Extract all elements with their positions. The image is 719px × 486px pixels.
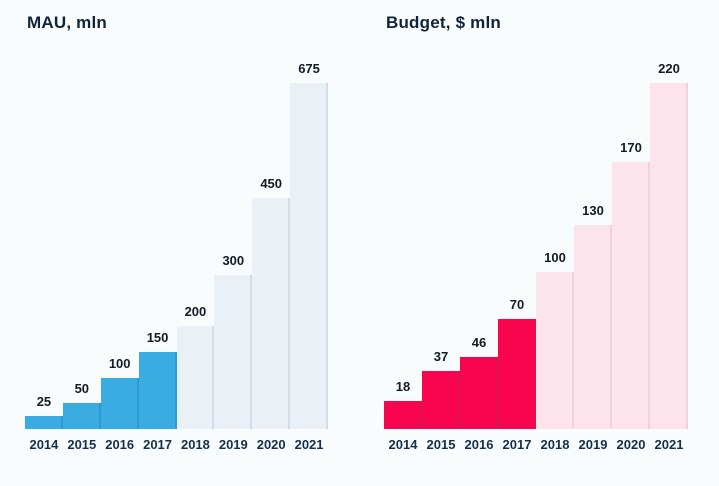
x-tick-2018: 2018 (180, 437, 210, 452)
bar-column-2019: 130 (574, 203, 612, 429)
bar-column-2019: 300 (214, 253, 253, 429)
value-label-2021: 220 (658, 61, 680, 76)
bar-forecast-2018 (176, 326, 215, 429)
x-tick-2014: 2014 (29, 437, 59, 452)
bar-column-2017: 150 (138, 330, 177, 429)
x-tick-2020: 2020 (256, 437, 286, 452)
bar-column-2016: 100 (100, 355, 139, 429)
x-tick-2017: 2017 (143, 437, 173, 452)
bar-actual-2016 (100, 377, 139, 429)
bar-forecast-2021 (290, 83, 328, 429)
x-tick-2020: 2020 (616, 437, 646, 452)
bar-column-2015: 37 (422, 349, 460, 429)
value-label-2020: 170 (620, 139, 642, 155)
budget-plot-area: 18 37 46 70 100 130 170 220 (384, 53, 688, 429)
x-tick-2016: 2016 (105, 437, 135, 452)
bar-column-2018: 100 (536, 250, 574, 429)
x-tick-2015: 2015 (426, 437, 456, 452)
bar-column-2016: 46 (460, 335, 498, 429)
bar-forecast-2020 (612, 161, 650, 429)
value-label-2019: 300 (222, 253, 245, 269)
value-label-2017: 150 (146, 330, 169, 346)
value-label-2021: 675 (298, 61, 320, 76)
bar-column-2021: 675 (290, 61, 328, 429)
x-tick-2019: 2019 (578, 437, 608, 452)
mau-chart: MAU, mln 25 50 100 150 200 300 450 675 2014 2015… (25, 0, 328, 486)
bar-column-2017: 70 (498, 297, 536, 429)
value-label-2016: 100 (108, 355, 131, 371)
bar-actual-2014 (384, 400, 422, 429)
mau-chart-title: MAU, mln (27, 13, 107, 32)
bar-column-2014: 18 (384, 379, 422, 429)
x-tick-2015: 2015 (67, 437, 97, 452)
x-tick-2021: 2021 (654, 437, 684, 452)
x-tick-2014: 2014 (388, 437, 418, 452)
bar-actual-2014 (25, 416, 63, 429)
value-label-2015: 50 (74, 381, 90, 397)
mau-x-axis: 2014 2015 2016 2017 2018 2019 2020 2021 (25, 437, 328, 453)
bar-actual-2016 (460, 356, 498, 429)
x-tick-2017: 2017 (502, 437, 532, 452)
x-tick-2016: 2016 (464, 437, 494, 452)
bar-forecast-2018 (536, 271, 574, 429)
budget-chart-title: Budget, $ mln (386, 13, 501, 32)
bar-actual-2015 (422, 370, 460, 429)
bar-column-2014: 25 (25, 394, 63, 429)
x-tick-2019: 2019 (218, 437, 248, 452)
x-tick-2021: 2021 (294, 437, 324, 452)
value-label-2017: 70 (509, 296, 525, 312)
bar-forecast-2021 (650, 83, 688, 429)
bar-forecast-2019 (214, 275, 253, 429)
bar-column-2015: 50 (62, 381, 101, 429)
bar-column-2021: 220 (650, 61, 688, 429)
bar-actual-2017 (498, 318, 536, 429)
x-tick-2018: 2018 (540, 437, 570, 452)
bar-forecast-2020 (252, 198, 291, 429)
value-label-2018: 100 (544, 249, 566, 265)
bar-forecast-2019 (574, 224, 612, 429)
value-label-2020: 450 (260, 176, 283, 192)
mau-plot-area: 25 50 100 150 200 300 450 675 (25, 53, 328, 429)
budget-x-axis: 2014 2015 2016 2017 2018 2019 2020 2021 (384, 437, 688, 453)
bar-actual-2017 (138, 352, 177, 429)
bar-column-2020: 170 (612, 140, 650, 429)
value-label-2014: 18 (395, 378, 411, 394)
bar-actual-2015 (62, 403, 101, 429)
bar-column-2018: 200 (176, 304, 215, 429)
value-label-2015: 37 (433, 348, 449, 364)
bar-column-2020: 450 (252, 176, 291, 429)
value-label-2018: 200 (184, 304, 207, 320)
value-label-2014: 25 (36, 394, 52, 410)
value-label-2019: 130 (582, 202, 604, 218)
value-label-2016: 46 (471, 334, 487, 350)
budget-chart: Budget, $ mln 18 37 46 70 100 130 170 220 2014 2… (384, 0, 688, 486)
